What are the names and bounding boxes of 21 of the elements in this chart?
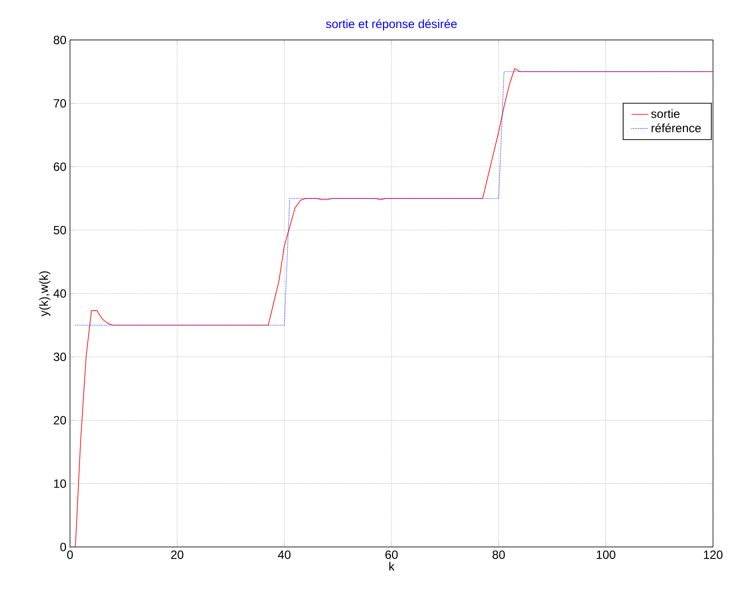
y-tick-label: 10 — [54, 479, 66, 488]
x-tick-label: 20 — [171, 550, 184, 559]
x-tick-label: 120 — [704, 550, 723, 559]
y-tick-label: 40 — [53, 289, 66, 298]
legend-label: référence — [652, 123, 701, 132]
x-tick-label: 80 — [492, 550, 505, 559]
y-tick-label: 20 — [54, 416, 66, 424]
y-tick-label: 50 — [54, 226, 66, 234]
y-tick-label: 30 — [54, 352, 66, 362]
y-tick-label: 70 — [54, 99, 66, 108]
x-tick-label: 60 — [385, 550, 398, 559]
x-tick-label: 0 — [67, 550, 73, 559]
y-tick-label: 80 — [54, 36, 66, 44]
x-tick-label: 40 — [278, 550, 291, 559]
x-axis-title: k — [389, 562, 395, 570]
legend-label: sortie — [651, 109, 680, 118]
chart-title: sortie et réponse désirée — [326, 19, 457, 30]
x-tick-label: 100 — [596, 550, 616, 559]
y-tick-label: 60 — [54, 162, 66, 171]
y-axis-title: y(k),w(k) — [39, 271, 50, 316]
y-tick-label: 0 — [60, 542, 66, 552]
